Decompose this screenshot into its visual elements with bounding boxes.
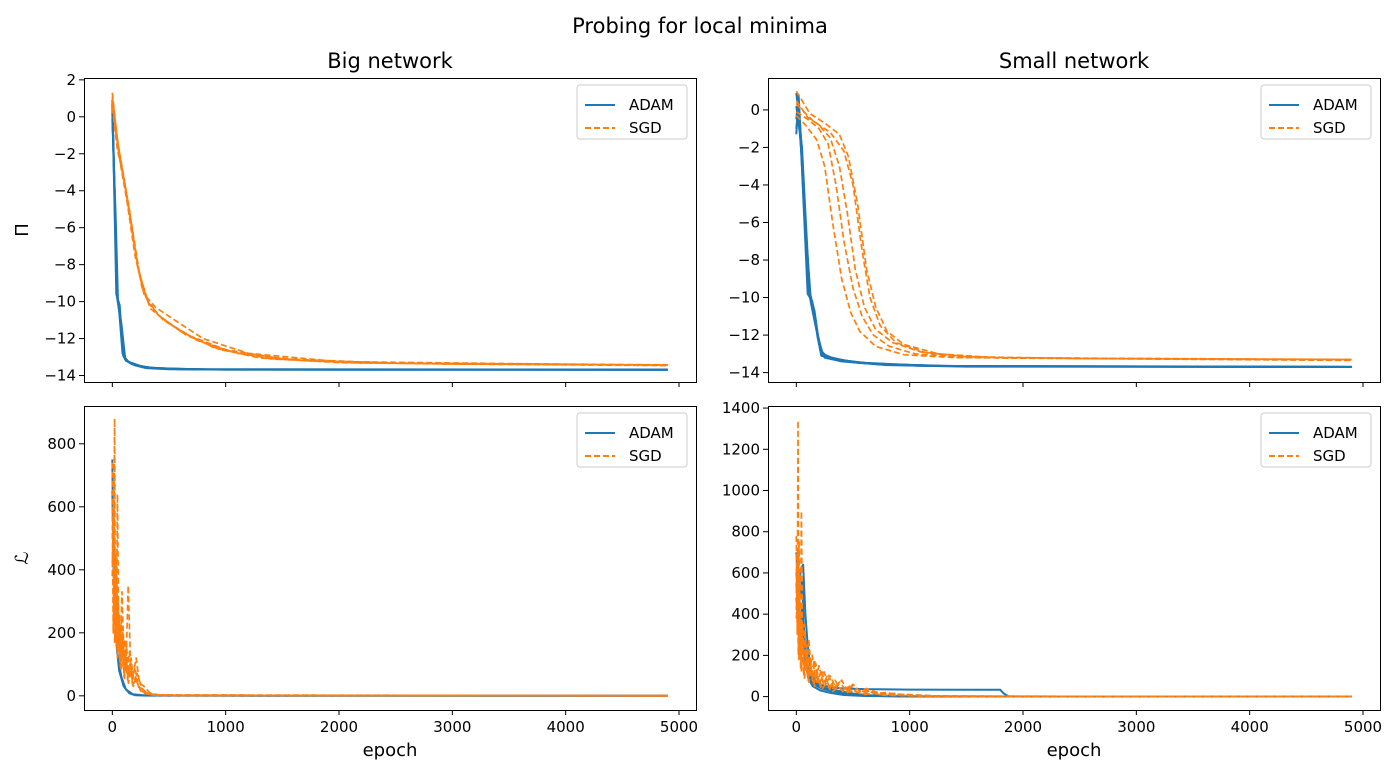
legend-label-adam: ADAM [629,96,674,114]
x-tick-label: 3000 [1117,718,1155,736]
series-line-sgd-run-4 [111,107,668,367]
y-tick-label: −6 [738,213,760,231]
chart-big-l: 0 1000 2000 3000 4000 5000 0 200 400 600 800 epoch ℒ… [12,406,698,761]
legend: ADAM SGD [1260,412,1372,468]
legend: ADAM SGD [1260,84,1372,140]
legend-frame [576,412,688,468]
x-tick-label: 5000 [660,718,698,736]
y-tick-label: −14 [44,367,76,385]
y-tick-label: 0 [66,687,76,705]
chart-small-pi: 0 −2 −4 −6 −8 −10 −12 −14 Small network ADAM SGD [728,49,1381,387]
plot-area [111,417,668,697]
y-tick-label: −12 [44,330,76,348]
y-tick-label: −10 [44,293,76,311]
series-line-sgd-run-5 [795,90,1352,362]
series-line-adam-run-5 [111,118,668,371]
y-axis-label: ℒ [12,552,33,565]
series-line-sgd-run-5 [795,596,1352,698]
y-tick-label: −6 [54,219,76,237]
legend-label-sgd: SGD [629,447,662,465]
series-line-adam-run-5 [795,103,1352,368]
axes-frame [84,406,697,711]
x-tick-label: 4000 [547,718,585,736]
x-tick-label: 3000 [433,718,471,736]
y-tick-label: −10 [728,289,760,307]
y-tick-label: 1200 [722,440,760,458]
x-tick-label: 4000 [1231,718,1269,736]
plot-area [111,92,668,371]
axes-layer: 2 0 −2 −4 −6 −8 −10 −12 −14 Big network Π ADAM SGD 0 −… [12,49,1382,761]
legend-label-sgd: SGD [1313,119,1346,137]
legend-label-adam: ADAM [1313,424,1358,442]
y-tick-label: 800 [47,435,76,453]
y-tick-label: 2 [66,71,76,89]
y-tick-label: 0 [66,108,76,126]
y-tick-label: 400 [47,561,76,579]
y-tick-label: 600 [731,564,760,582]
x-tick-label: 1000 [891,718,929,736]
series-line-sgd-run-4 [795,114,1352,361]
legend-label-sgd: SGD [1313,447,1346,465]
axes-title: Small network [999,49,1150,73]
legend: ADAM SGD [576,412,688,468]
x-axis-label: epoch [363,740,418,761]
x-tick-label: 2000 [320,718,358,736]
y-tick-label: −12 [728,326,760,344]
y-tick-label: −8 [738,251,760,269]
y-tick-label: −14 [728,364,760,382]
y-tick-label: 200 [47,624,76,642]
series-line-sgd-run-2 [795,111,1352,361]
series-line-sgd-run-5 [111,474,668,697]
y-tick-label: 0 [750,688,760,706]
y-tick-label: −8 [54,256,76,274]
y-tick-label: 800 [731,523,760,541]
x-tick-label: 1000 [207,718,245,736]
x-axis-label: epoch [1047,740,1102,761]
x-tick-label: 0 [792,718,802,736]
chart-small-l: 0 1000 2000 3000 4000 5000 0 200 400 600 800 1000 12… [722,399,1382,761]
y-tick-label: 600 [47,498,76,516]
legend-frame [576,84,688,140]
y-tick-label: 400 [731,605,760,623]
plot-area [795,90,1352,368]
axes-frame [768,406,1381,711]
y-tick-label: −2 [738,138,760,156]
legend: ADAM SGD [576,84,688,140]
plot-area [795,419,1352,698]
axes-title: Big network [327,49,453,73]
series-line-sgd-run-5 [111,96,668,367]
y-axis-label: Π [12,223,33,237]
legend-label-adam: ADAM [629,424,674,442]
x-tick-label: 5000 [1344,718,1382,736]
y-tick-label: −2 [54,145,76,163]
y-tick-label: 1000 [722,482,760,500]
figure-suptitle: Probing for local minima [572,14,828,38]
y-tick-label: −4 [54,182,76,200]
axes-frame [84,78,697,383]
x-tick-label: 0 [108,718,118,736]
y-tick-label: 200 [731,646,760,664]
legend-frame [1260,84,1372,140]
y-tick-label: 1400 [722,399,760,417]
y-tick-label: −4 [738,176,760,194]
legend-label-adam: ADAM [1313,96,1358,114]
y-tick-label: 0 [750,101,760,119]
axes-frame [768,78,1381,383]
legend-label-sgd: SGD [629,119,662,137]
chart-big-pi: 2 0 −2 −4 −6 −8 −10 −12 −14 Big network Π ADAM SGD [12,49,697,387]
legend-frame [1260,412,1372,468]
x-tick-label: 2000 [1004,718,1042,736]
